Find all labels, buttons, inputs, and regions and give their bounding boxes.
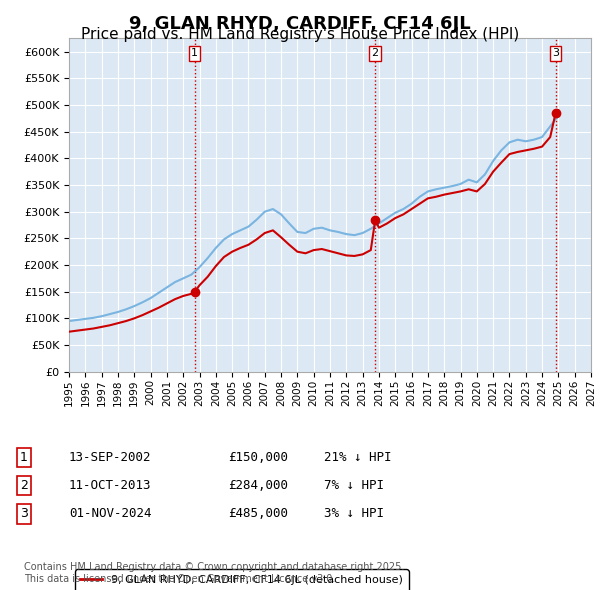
Text: 3: 3	[552, 48, 559, 58]
Text: 3: 3	[20, 507, 28, 520]
Text: 2: 2	[20, 479, 28, 492]
Legend: 9, GLAN RHYD, CARDIFF, CF14 6JL (detached house), HPI: Average price, detached h: 9, GLAN RHYD, CARDIFF, CF14 6JL (detache…	[74, 569, 409, 590]
Text: 2: 2	[371, 48, 379, 58]
Text: 1: 1	[191, 48, 198, 58]
Text: 1: 1	[20, 451, 28, 464]
Text: £150,000: £150,000	[228, 451, 288, 464]
Text: 13-SEP-2002: 13-SEP-2002	[69, 451, 151, 464]
Text: 7% ↓ HPI: 7% ↓ HPI	[324, 479, 384, 492]
Text: Price paid vs. HM Land Registry's House Price Index (HPI): Price paid vs. HM Land Registry's House …	[81, 27, 519, 41]
Text: 11-OCT-2013: 11-OCT-2013	[69, 479, 151, 492]
Text: 21% ↓ HPI: 21% ↓ HPI	[324, 451, 392, 464]
Text: £485,000: £485,000	[228, 507, 288, 520]
Text: 9, GLAN RHYD, CARDIFF, CF14 6JL: 9, GLAN RHYD, CARDIFF, CF14 6JL	[129, 15, 471, 33]
Text: 01-NOV-2024: 01-NOV-2024	[69, 507, 151, 520]
Text: £284,000: £284,000	[228, 479, 288, 492]
Text: 3% ↓ HPI: 3% ↓ HPI	[324, 507, 384, 520]
Text: Contains HM Land Registry data © Crown copyright and database right 2025.
This d: Contains HM Land Registry data © Crown c…	[24, 562, 404, 584]
